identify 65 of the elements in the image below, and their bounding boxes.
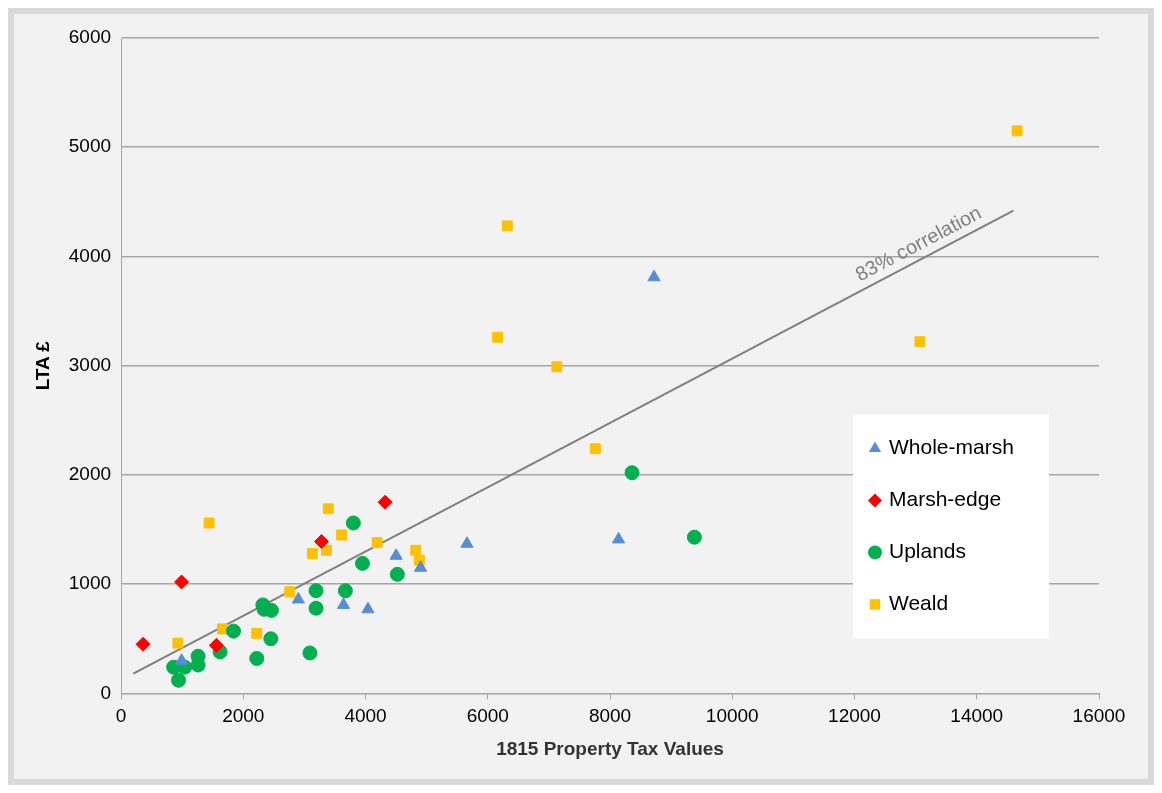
point	[410, 544, 422, 556]
y-axis-title: LTA £	[31, 340, 53, 391]
x-tick-label: 6000	[466, 705, 509, 727]
point	[1011, 125, 1023, 137]
point	[249, 650, 265, 666]
point	[308, 600, 324, 616]
point	[414, 560, 428, 572]
y-tick-label: 0	[100, 681, 112, 703]
point	[302, 645, 318, 661]
point	[337, 583, 353, 599]
point	[217, 623, 228, 635]
point	[135, 636, 151, 652]
point	[345, 515, 361, 531]
x-tick-label: 16000	[1072, 705, 1126, 727]
point	[589, 443, 601, 455]
point	[551, 361, 563, 373]
point	[389, 566, 405, 582]
x-tick-label: 10000	[705, 705, 759, 727]
point	[914, 336, 926, 348]
point	[203, 517, 215, 529]
point	[284, 586, 296, 598]
point	[361, 601, 375, 614]
legend-label: Marsh-edge	[889, 487, 1002, 511]
point	[460, 536, 474, 548]
x-tick-label: 0	[115, 705, 127, 727]
point	[686, 529, 702, 545]
point	[612, 531, 626, 544]
point	[336, 597, 351, 609]
x-tick-label: 8000	[588, 705, 632, 727]
point	[322, 503, 334, 515]
y-tick-label: 5000	[68, 135, 112, 157]
point	[389, 548, 403, 560]
x-tick-label: 12000	[828, 705, 881, 727]
point	[172, 637, 184, 649]
x-tick-label: 4000	[344, 705, 387, 727]
legend-label: Whole-marsh	[889, 435, 1014, 459]
point	[306, 548, 318, 560]
point	[624, 465, 640, 481]
point	[501, 220, 513, 232]
point	[171, 672, 187, 688]
point	[291, 591, 305, 604]
x-axis-title: 1815 Property Tax Values	[496, 737, 724, 759]
y-tick-label: 3000	[68, 353, 112, 375]
y-tick-label: 1000	[68, 572, 112, 594]
point	[263, 631, 279, 647]
point	[377, 494, 393, 510]
point	[208, 637, 224, 653]
point	[251, 627, 263, 639]
point	[355, 555, 370, 571]
legend-label: Weald	[889, 591, 949, 615]
x-tick-label: 2000	[222, 705, 265, 727]
point	[336, 529, 348, 541]
y-tick-label: 2000	[68, 463, 112, 485]
legend-label: Uplands	[889, 539, 967, 563]
point	[314, 534, 330, 550]
point	[647, 269, 661, 282]
point	[175, 653, 189, 665]
point	[308, 583, 324, 599]
point	[371, 537, 383, 549]
x-tick-label: 14000	[950, 705, 1004, 727]
y-tick-label: 6000	[68, 26, 112, 48]
y-tick-label: 4000	[68, 244, 112, 266]
point	[174, 574, 190, 590]
point	[492, 331, 504, 343]
point	[226, 623, 242, 639]
